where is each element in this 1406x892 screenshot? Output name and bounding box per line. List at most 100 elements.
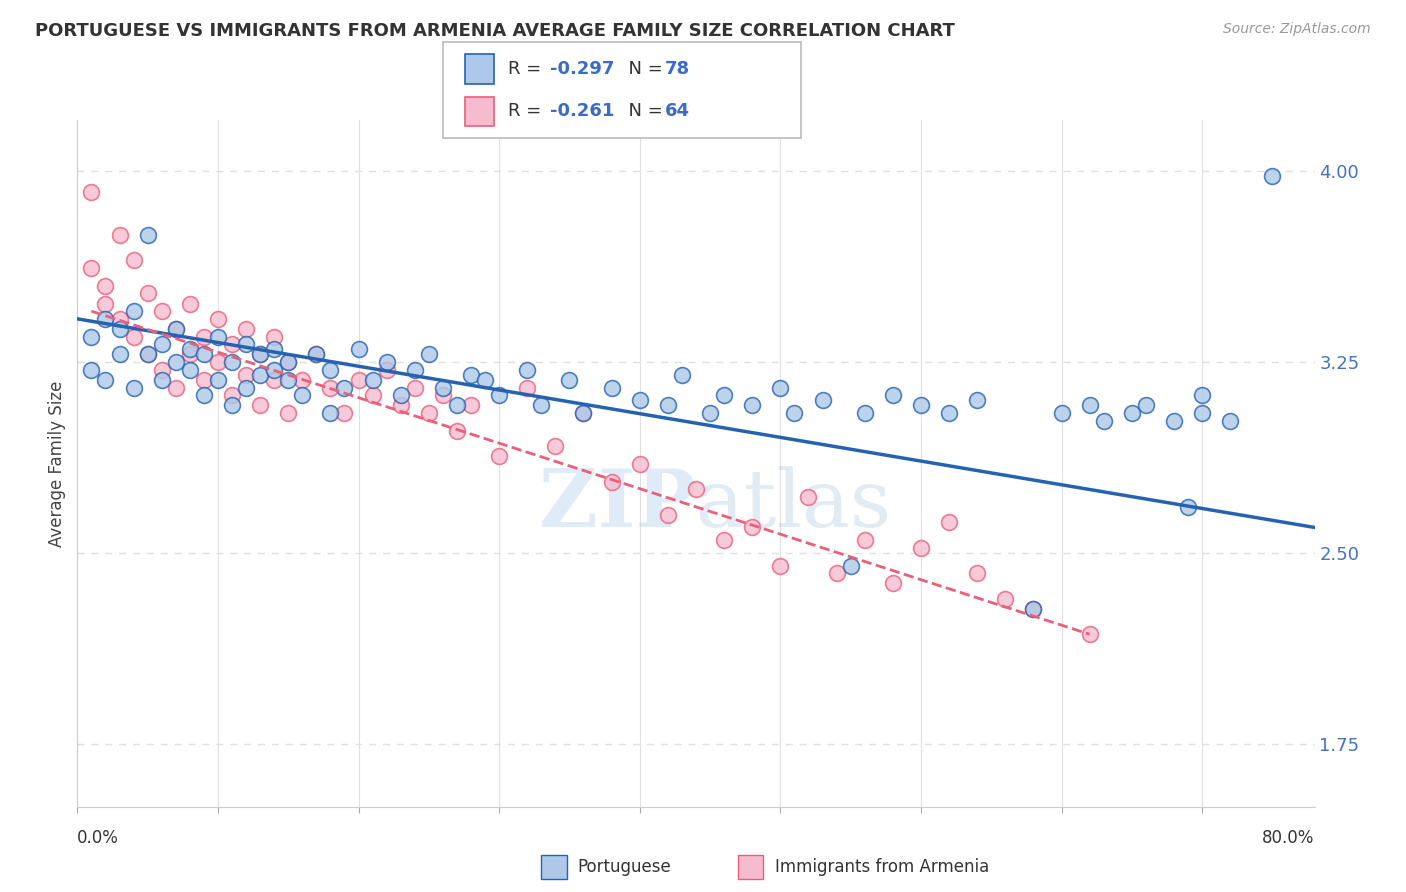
- Text: 78: 78: [665, 60, 690, 78]
- Point: [572, 406, 595, 420]
- Point: [1078, 398, 1101, 412]
- Point: [474, 373, 496, 387]
- Point: [165, 322, 187, 336]
- Point: [235, 368, 257, 382]
- Point: [122, 329, 145, 343]
- Point: [277, 355, 299, 369]
- Point: [530, 398, 553, 412]
- Point: [404, 380, 426, 394]
- Point: [516, 362, 538, 376]
- Point: [389, 388, 412, 402]
- Point: [263, 343, 285, 357]
- Point: [825, 566, 848, 581]
- Point: [277, 406, 299, 420]
- Point: [263, 373, 285, 387]
- Point: [769, 380, 792, 394]
- Point: [853, 533, 876, 548]
- Point: [235, 322, 257, 336]
- Point: [333, 406, 356, 420]
- Point: [333, 380, 356, 394]
- Point: [460, 398, 482, 412]
- Point: [94, 278, 117, 293]
- Point: [108, 227, 131, 242]
- Text: R =: R =: [508, 60, 547, 78]
- Point: [1191, 406, 1213, 420]
- Point: [80, 329, 103, 343]
- Point: [291, 388, 314, 402]
- Point: [165, 380, 187, 394]
- Point: [179, 296, 201, 310]
- Point: [179, 343, 201, 357]
- Point: [600, 475, 623, 489]
- Point: [389, 398, 412, 412]
- Point: [600, 380, 623, 394]
- Point: [108, 347, 131, 361]
- Point: [150, 362, 173, 376]
- Point: [122, 380, 145, 394]
- Point: [657, 508, 679, 522]
- Point: [685, 483, 707, 497]
- Point: [882, 388, 904, 402]
- Point: [193, 329, 215, 343]
- Point: [221, 398, 243, 412]
- Text: Source: ZipAtlas.com: Source: ZipAtlas.com: [1223, 22, 1371, 37]
- Point: [1022, 602, 1045, 616]
- Point: [150, 337, 173, 351]
- Text: N =: N =: [617, 60, 669, 78]
- Point: [446, 398, 468, 412]
- Point: [319, 406, 342, 420]
- Text: N =: N =: [617, 103, 669, 120]
- Point: [516, 380, 538, 394]
- Point: [544, 439, 567, 453]
- Point: [165, 355, 187, 369]
- Point: [657, 398, 679, 412]
- Point: [361, 388, 384, 402]
- Point: [811, 393, 834, 408]
- Point: [446, 424, 468, 438]
- Point: [108, 311, 131, 326]
- Point: [882, 576, 904, 591]
- Point: [347, 343, 370, 357]
- Point: [671, 368, 693, 382]
- Point: [94, 373, 117, 387]
- Text: 80.0%: 80.0%: [1263, 829, 1315, 847]
- Point: [628, 393, 651, 408]
- Text: Immigrants from Armenia: Immigrants from Armenia: [775, 858, 988, 876]
- Point: [1022, 602, 1045, 616]
- Point: [741, 520, 763, 534]
- Point: [122, 253, 145, 268]
- Text: Portuguese: Portuguese: [578, 858, 672, 876]
- Point: [783, 406, 806, 420]
- Point: [319, 362, 342, 376]
- Point: [488, 449, 510, 463]
- Point: [319, 380, 342, 394]
- Point: [80, 362, 103, 376]
- Point: [1092, 414, 1115, 428]
- Text: PORTUGUESE VS IMMIGRANTS FROM ARMENIA AVERAGE FAMILY SIZE CORRELATION CHART: PORTUGUESE VS IMMIGRANTS FROM ARMENIA AV…: [35, 22, 955, 40]
- Point: [221, 388, 243, 402]
- Point: [80, 260, 103, 275]
- Text: atlas: atlas: [696, 466, 891, 544]
- Point: [713, 388, 735, 402]
- Point: [404, 362, 426, 376]
- Point: [80, 185, 103, 199]
- Point: [221, 355, 243, 369]
- Point: [291, 373, 314, 387]
- Text: R =: R =: [508, 103, 547, 120]
- Point: [432, 380, 454, 394]
- Point: [797, 490, 820, 504]
- Point: [193, 388, 215, 402]
- Point: [910, 541, 932, 555]
- Point: [741, 398, 763, 412]
- Point: [1261, 169, 1284, 184]
- Point: [221, 337, 243, 351]
- Point: [150, 304, 173, 318]
- Text: -0.297: -0.297: [550, 60, 614, 78]
- Point: [938, 516, 960, 530]
- Point: [1177, 500, 1199, 514]
- Point: [207, 311, 229, 326]
- Point: [713, 533, 735, 548]
- Point: [193, 373, 215, 387]
- Point: [305, 347, 328, 361]
- Point: [488, 388, 510, 402]
